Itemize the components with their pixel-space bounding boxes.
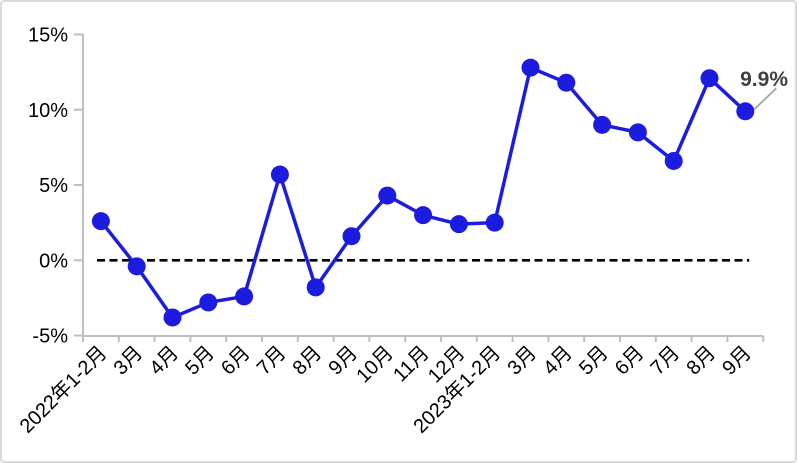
data-point bbox=[736, 102, 755, 121]
data-point bbox=[414, 206, 433, 225]
y-tick-label: 0% bbox=[39, 250, 68, 272]
data-point bbox=[521, 58, 540, 77]
y-tick-label: -5% bbox=[32, 326, 68, 348]
data-point bbox=[557, 73, 576, 92]
x-tick-label: 10月 bbox=[352, 342, 397, 387]
y-tick-label: 5% bbox=[39, 175, 68, 197]
last-point-data-label: 9.9% bbox=[740, 68, 788, 91]
data-point bbox=[700, 69, 719, 88]
data-point bbox=[306, 278, 325, 297]
x-tick-label: 3月 bbox=[110, 342, 148, 380]
y-tick-label: 15% bbox=[28, 25, 68, 47]
data-series-line bbox=[99, 65, 748, 320]
x-tick-label: 9月 bbox=[718, 342, 756, 380]
data-point bbox=[628, 123, 647, 142]
x-tick-label: 6月 bbox=[611, 342, 649, 380]
data-point bbox=[378, 186, 397, 205]
x-tick-label: 8月 bbox=[682, 342, 720, 380]
x-tick-label: 7月 bbox=[253, 342, 291, 380]
data-point bbox=[664, 151, 683, 170]
x-tick-label: 11月 bbox=[389, 342, 433, 386]
y-tick-label: 10% bbox=[28, 100, 68, 122]
x-tick-label: 3月 bbox=[503, 342, 541, 380]
data-point bbox=[199, 293, 218, 312]
data-point bbox=[270, 165, 289, 184]
x-tick-label: 4月 bbox=[539, 342, 577, 380]
x-tick-label: 5月 bbox=[181, 342, 219, 380]
data-point bbox=[163, 308, 182, 327]
data-point bbox=[485, 213, 504, 232]
x-tick-label: 5月 bbox=[575, 342, 613, 380]
x-tick-label: 8月 bbox=[289, 342, 327, 380]
data-point bbox=[593, 115, 612, 134]
data-point bbox=[449, 215, 468, 234]
x-tick-label: 2022年1-2月 bbox=[15, 341, 111, 437]
data-point bbox=[235, 287, 254, 306]
x-tick-label: 6月 bbox=[217, 342, 255, 380]
data-point bbox=[91, 212, 110, 231]
x-tick-label: 4月 bbox=[145, 342, 183, 380]
x-tick-label: 7月 bbox=[647, 342, 685, 380]
annotation-leader-line bbox=[753, 87, 777, 110]
data-point bbox=[342, 227, 361, 246]
data-point bbox=[127, 257, 146, 276]
